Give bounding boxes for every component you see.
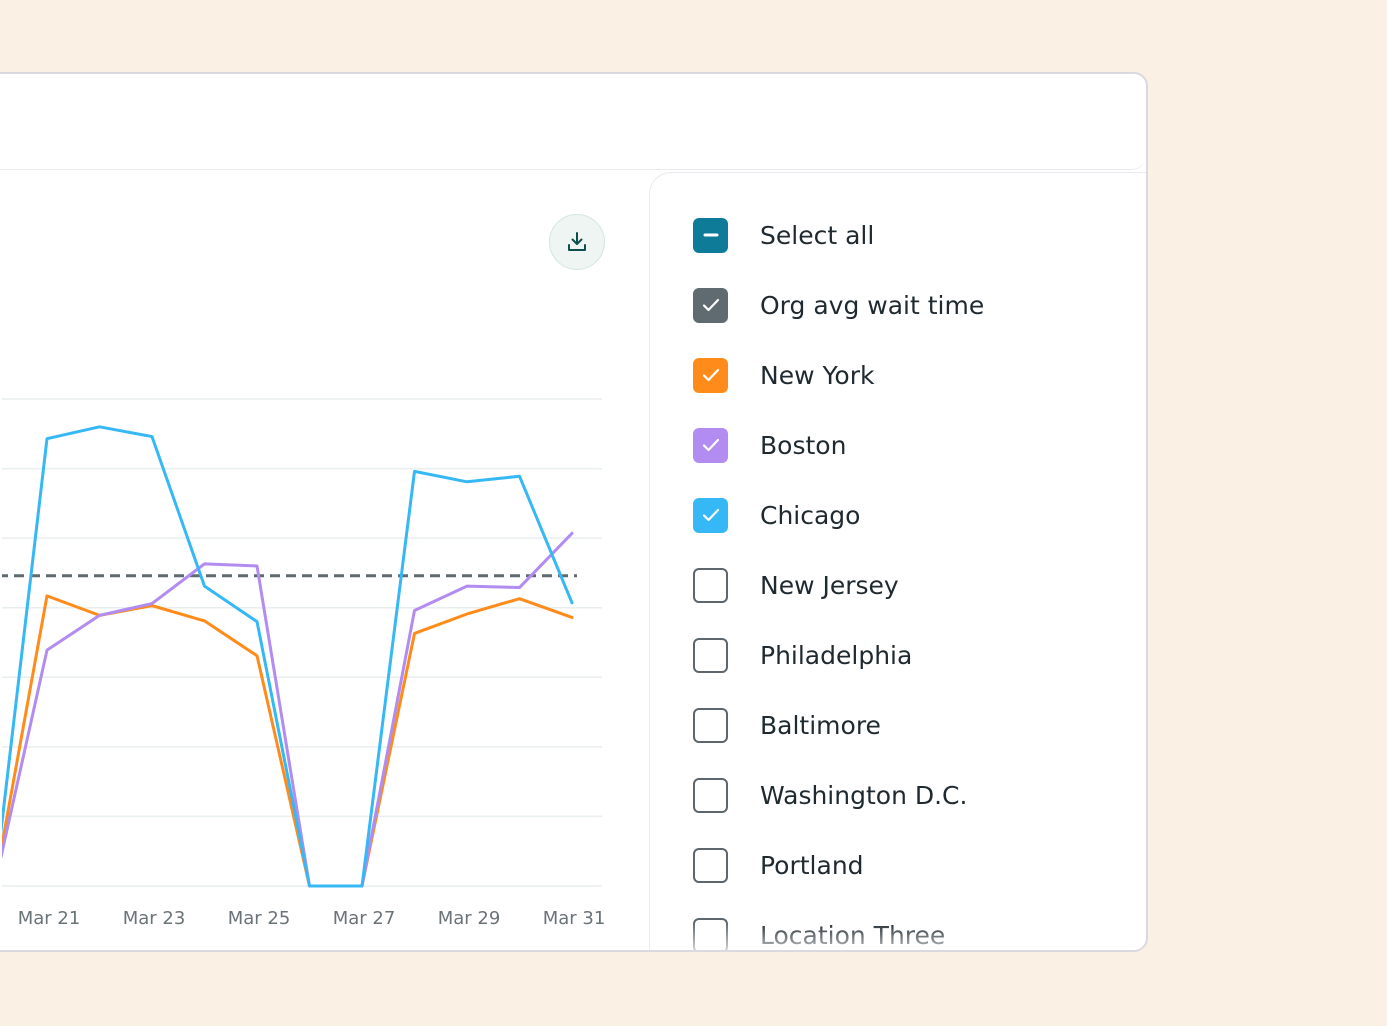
legend-item[interactable]: Chicago [693,497,860,533]
checkbox[interactable] [693,567,728,603]
legend-item[interactable]: Philadelphia [693,637,912,673]
checkbox[interactable] [693,707,728,743]
legend-label: Philadelphia [760,640,913,670]
series-line-boston [2,531,574,888]
x-tick-label: Mar 23 [123,908,186,929]
legend-label: Baltimore [760,710,881,740]
legend-item[interactable]: Baltimore [693,707,881,743]
download-button[interactable] [549,214,605,270]
legend-item[interactable]: Boston [693,427,846,463]
check-icon [702,508,719,522]
check-icon [702,438,719,452]
checkbox[interactable] [693,217,728,253]
checkbox[interactable] [693,777,728,813]
checkbox[interactable] [693,427,728,463]
x-tick-label: Mar 31 [543,908,606,929]
legend-label: Select all [760,220,875,250]
check-icon [702,298,719,312]
x-tick-label: Mar 25 [228,908,291,929]
series-line-chicago [2,425,574,888]
checkbox[interactable] [693,357,728,393]
card-header [0,74,1146,170]
legend-item[interactable]: Portland [693,847,864,883]
legend-label: New Jersey [760,570,899,600]
legend-label: Org avg wait time [760,290,985,320]
checkbox[interactable] [693,637,728,673]
download-icon [568,232,586,251]
checkbox[interactable] [693,497,728,533]
legend-item[interactable]: Org avg wait time [693,287,984,323]
series-line-new-york [2,594,574,888]
x-tick-label: Mar 29 [438,908,501,929]
legend-label: New York [760,360,875,390]
legend-label: Chicago [760,500,861,530]
legend-item[interactable]: Select all [693,217,874,253]
check-icon [702,368,719,382]
checkbox[interactable] [693,287,728,323]
line-chart: Mar 21 Mar 23 Mar 25 Mar 27 Mar 29 Mar 31 [2,398,606,929]
legend-panel: Select all Org avg wait time New York Bosto… [649,172,1146,950]
checkbox[interactable] [693,847,728,883]
chart-card: Mar 21 Mar 23 Mar 25 Mar 27 Mar 29 Mar 31 Sel… [0,72,1148,952]
legend-label: Washington D.C. [760,780,968,810]
x-tick-label: Mar 21 [18,908,81,929]
legend-item[interactable]: Washington D.C. [693,777,967,813]
legend-label: Boston [760,430,847,460]
legend-item[interactable]: New York [693,357,874,393]
scroll-fade [650,922,1146,950]
x-tick-label: Mar 27 [333,908,396,929]
legend-item[interactable]: New Jersey [693,567,899,603]
minus-icon [703,233,718,237]
legend-label: Portland [760,850,864,880]
